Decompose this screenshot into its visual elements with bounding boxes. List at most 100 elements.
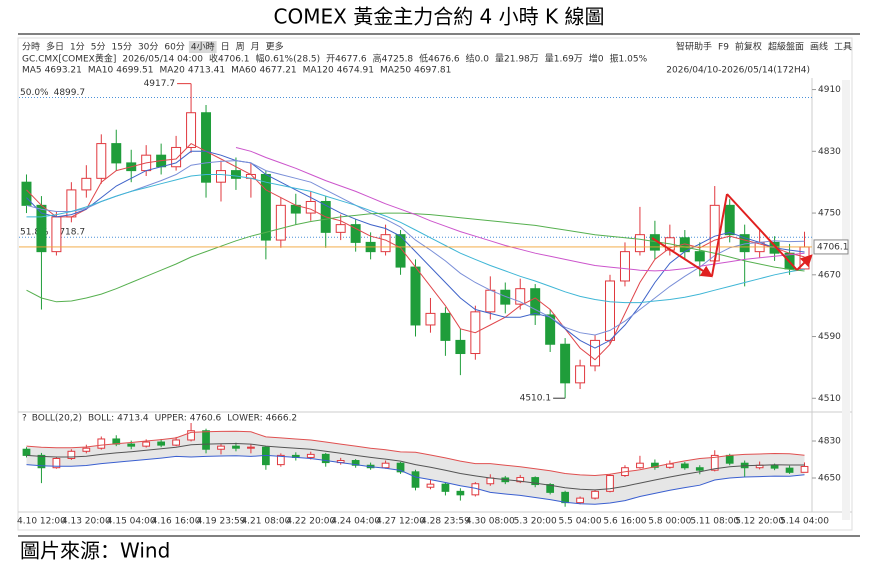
- candle-body: [455, 339, 466, 355]
- candle-body: [142, 441, 151, 447]
- candle-body: [157, 441, 166, 446]
- candle-body: [52, 457, 61, 469]
- candle-body: [230, 170, 241, 179]
- legend-value: 4699.51: [116, 66, 153, 76]
- tool-button[interactable]: 超級盤面: [768, 41, 804, 53]
- candle-body: [634, 234, 645, 253]
- tool-button[interactable]: 工具: [834, 42, 852, 53]
- x-tick-label: 5.8 00:00: [648, 517, 691, 527]
- candle-body: [21, 181, 32, 206]
- toolbar-tab[interactable]: 分時: [22, 42, 40, 53]
- x-tick-label: 4.19 23:59: [197, 517, 246, 527]
- candle-body: [440, 312, 451, 341]
- x-tick-label: 5.6 16:00: [603, 517, 646, 527]
- trend-line: [726, 193, 798, 271]
- y-tick-label: 4650: [818, 473, 841, 483]
- candle-body: [82, 447, 91, 452]
- ma-line: [26, 212, 805, 303]
- quote-field: 收4706.1: [209, 53, 250, 65]
- legend-value: 4713.41: [188, 66, 225, 76]
- candle-body: [410, 266, 421, 326]
- toolbar-tab[interactable]: 更多: [266, 41, 284, 53]
- legend-name: BOLL:: [88, 414, 114, 424]
- candle-body: [456, 490, 465, 496]
- x-tick-label: 4.30 08:00: [466, 517, 515, 527]
- quote-field: 量1.69万: [545, 54, 583, 65]
- candle-body: [127, 443, 136, 447]
- y-tick-label: 4910: [818, 85, 841, 95]
- x-tick-label: 5.11 08:00: [690, 517, 739, 527]
- toolbar-tab[interactable]: 60分: [164, 42, 184, 53]
- boll-line: [26, 454, 805, 505]
- help-icon: ?: [22, 414, 27, 424]
- y-tick-label: 4510: [818, 394, 841, 404]
- quote-field: 开4677.6: [326, 54, 367, 65]
- candle-body: [81, 177, 92, 191]
- x-tick-label: 4.22 20:00: [286, 517, 335, 527]
- candle-body: [232, 445, 240, 449]
- toolbar-tab[interactable]: 4小時: [191, 42, 215, 53]
- legend-value: 4760.6: [190, 414, 222, 424]
- toolbar-tab[interactable]: 5分: [91, 42, 106, 53]
- fib-ratio: 50.0%: [20, 88, 49, 98]
- x-tick-label: 4.28 23:59: [421, 517, 470, 527]
- trend-line: [711, 193, 728, 277]
- tool-button[interactable]: 智研助手: [676, 41, 712, 53]
- candle-body: [651, 462, 659, 468]
- candle-body: [785, 467, 794, 473]
- candle-body: [381, 462, 390, 469]
- x-tick-label: 4.15 04:00: [107, 517, 156, 527]
- candle-body: [201, 112, 212, 183]
- legend-name: UPPER:: [155, 414, 187, 424]
- tool-button[interactable]: F9: [718, 43, 729, 53]
- tool-button[interactable]: 画线: [810, 41, 828, 53]
- candle-body: [636, 462, 644, 469]
- x-tick-label: 4.27 12:00: [376, 517, 425, 527]
- y-tick-label: 4750: [818, 209, 841, 219]
- candle-body: [546, 484, 555, 493]
- candle-body: [186, 112, 197, 148]
- candle-body: [515, 288, 526, 305]
- low-annotation: 4510.1: [520, 394, 552, 404]
- candle-body: [425, 312, 436, 326]
- scrollbar: [842, 80, 850, 520]
- quote-field: 幅0.61%(28.5): [256, 53, 321, 65]
- x-tick-label: 4.21 08:00: [241, 517, 290, 527]
- candle-body: [485, 289, 496, 313]
- candle-body: [305, 200, 316, 214]
- candle-body: [22, 448, 31, 456]
- toolbar-tab[interactable]: 多日: [46, 41, 64, 53]
- candle-body: [187, 430, 195, 441]
- x-tick-label: 5.14 04:00: [780, 517, 829, 527]
- toolbar-tab[interactable]: 1分: [70, 42, 85, 53]
- legend-name: MA60: [231, 66, 257, 76]
- quote-field: 振1.05%: [610, 53, 648, 65]
- x-tick-label: 5.5 04:00: [559, 517, 602, 527]
- candle-body: [395, 234, 406, 268]
- candle-body: [590, 339, 601, 367]
- candle-body: [531, 477, 540, 486]
- candle-body: [411, 471, 420, 488]
- fib-value: 4899.7: [54, 88, 86, 98]
- quote-field: 量21.98万: [495, 54, 539, 65]
- candle-body: [321, 453, 330, 464]
- toolbar-tab[interactable]: 30分: [138, 42, 158, 53]
- quote-field: 增0: [589, 53, 604, 65]
- quote-field: 2026/05/14 04:00: [122, 55, 203, 65]
- toolbar-tab[interactable]: 15分: [112, 42, 132, 53]
- candle-body: [350, 224, 361, 243]
- legend-value: 4674.91: [337, 66, 374, 76]
- tool-button[interactable]: 前复权: [735, 41, 762, 53]
- candle-body: [606, 475, 614, 492]
- trend-arrow: [651, 237, 714, 278]
- candle-body: [516, 477, 525, 483]
- toolbar-tab[interactable]: 月: [251, 42, 260, 53]
- candle-body: [426, 483, 435, 488]
- candle-body: [51, 216, 62, 253]
- panel-frame: [17, 37, 853, 531]
- toolbar-tab[interactable]: 日: [221, 42, 230, 53]
- quote-field: 高4725.8: [373, 53, 414, 65]
- x-tick-label: 4.24 04:00: [331, 517, 380, 527]
- toolbar-tab[interactable]: 周: [236, 42, 245, 53]
